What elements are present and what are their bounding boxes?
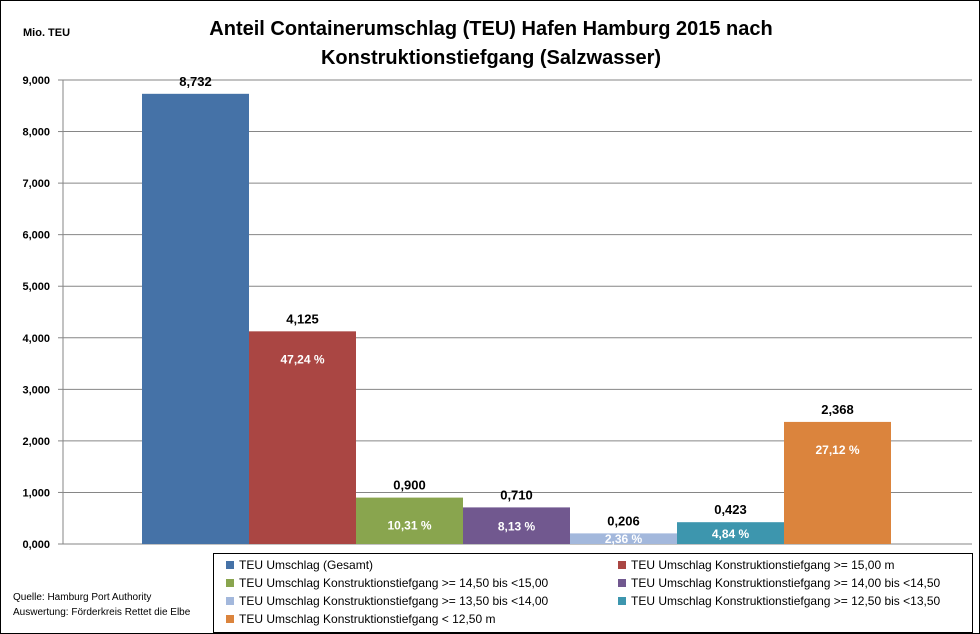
bar-value-label: 4,125 <box>286 311 319 326</box>
legend-swatch <box>226 579 234 587</box>
legend-item: TEU Umschlag Konstruktionstiefgang >= 14… <box>618 576 940 591</box>
y-tick-label: 7,000 <box>22 178 50 190</box>
evaluation-line: Auswertung: Förderkreis Rettet die Elbe <box>13 607 191 618</box>
bar <box>356 497 463 544</box>
legend-item: TEU Umschlag Konstruktionstiefgang < 12,… <box>226 612 495 627</box>
y-axis-unit-label: Mio. TEU <box>23 27 71 39</box>
legend-label: TEU Umschlag (Gesamt) <box>239 558 374 572</box>
legend-item: TEU Umschlag Konstruktionstiefgang >= 14… <box>226 576 548 591</box>
legend-swatch <box>618 579 626 587</box>
legend-label: TEU Umschlag Konstruktionstiefgang >= 14… <box>239 576 549 590</box>
source-line: Quelle: Hamburg Port Authority <box>13 592 152 603</box>
bar-percent-label: 10,31 % <box>387 519 431 533</box>
y-tick-label: 6,000 <box>22 230 50 242</box>
bar <box>677 522 784 544</box>
chart-title-line-2: Konstruktionstiefgang (Salzwasser) <box>320 47 662 69</box>
legend-label: TEU Umschlag Konstruktionstiefgang < 12,… <box>239 612 496 626</box>
source-note: Quelle: Hamburg Port Authority Auswertun… <box>13 590 190 620</box>
bar-value-label: 0,423 <box>714 502 747 517</box>
legend-swatch <box>618 561 626 569</box>
bar-value-label: 2,368 <box>821 402 854 417</box>
legend-label: TEU Umschlag Konstruktionstiefgang >= 14… <box>631 576 941 590</box>
y-tick-label: 3,000 <box>22 384 50 396</box>
legend-label: TEU Umschlag Konstruktionstiefgang >= 12… <box>631 594 941 608</box>
bar <box>249 331 356 544</box>
y-tick-label: 4,000 <box>22 333 50 345</box>
chart-title-line-1: Anteil Containerumschlag (TEU) Hafen Ham… <box>209 18 773 40</box>
y-tick-label: 9,000 <box>22 75 50 87</box>
bar-value-label: 0,710 <box>500 487 533 502</box>
bar-percent-label: 47,24 % <box>280 352 324 366</box>
bar-value-label: 8,732 <box>179 74 212 89</box>
legend-swatch <box>226 597 234 605</box>
legend-item: TEU Umschlag (Gesamt) <box>226 558 373 573</box>
bar-value-label: 0,206 <box>607 513 640 528</box>
legend-item: TEU Umschlag Konstruktionstiefgang >= 15… <box>618 558 894 573</box>
bar-value-label: 0,900 <box>393 478 426 493</box>
legend-swatch <box>226 615 234 623</box>
bar-percent-label: 27,12 % <box>815 443 859 457</box>
y-tick-label: 2,000 <box>22 436 50 448</box>
legend-item: TEU Umschlag Konstruktionstiefgang >= 13… <box>226 594 548 609</box>
bar-percent-label: 8,13 % <box>498 520 536 534</box>
bar <box>784 421 891 544</box>
bar <box>142 93 249 544</box>
legend-label: TEU Umschlag Konstruktionstiefgang >= 13… <box>239 594 549 608</box>
legend-swatch <box>226 561 234 569</box>
legend-swatch <box>618 597 626 605</box>
legend-label: TEU Umschlag Konstruktionstiefgang >= 15… <box>631 558 895 572</box>
y-tick-label: 5,000 <box>22 281 50 293</box>
bar-percent-label: 4,84 % <box>712 527 750 541</box>
y-tick-label: 0,000 <box>22 539 50 551</box>
y-tick-label: 1,000 <box>22 487 50 499</box>
chart-title: Anteil Containerumschlag (TEU) Hafen Ham… <box>151 15 831 73</box>
bar <box>570 533 677 544</box>
y-tick-label: 8,000 <box>22 127 50 139</box>
bar <box>463 507 570 544</box>
chart-legend: TEU Umschlag (Gesamt) TEU Umschlag Konstr… <box>213 553 973 633</box>
bar-percent-label: 2,36 % <box>605 532 643 546</box>
legend-item: TEU Umschlag Konstruktionstiefgang >= 12… <box>618 594 940 609</box>
